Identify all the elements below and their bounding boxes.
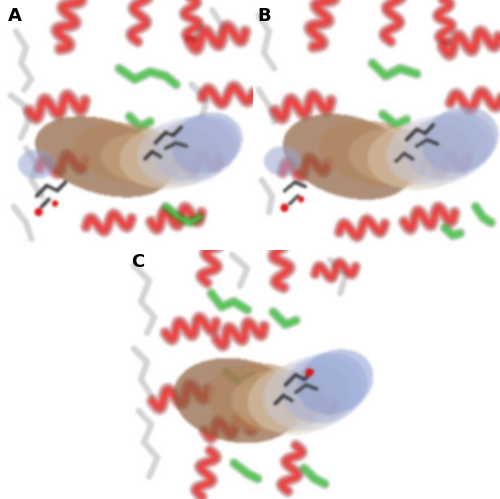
Text: B: B bbox=[258, 7, 271, 25]
Text: A: A bbox=[8, 7, 22, 25]
Text: C: C bbox=[131, 253, 144, 271]
